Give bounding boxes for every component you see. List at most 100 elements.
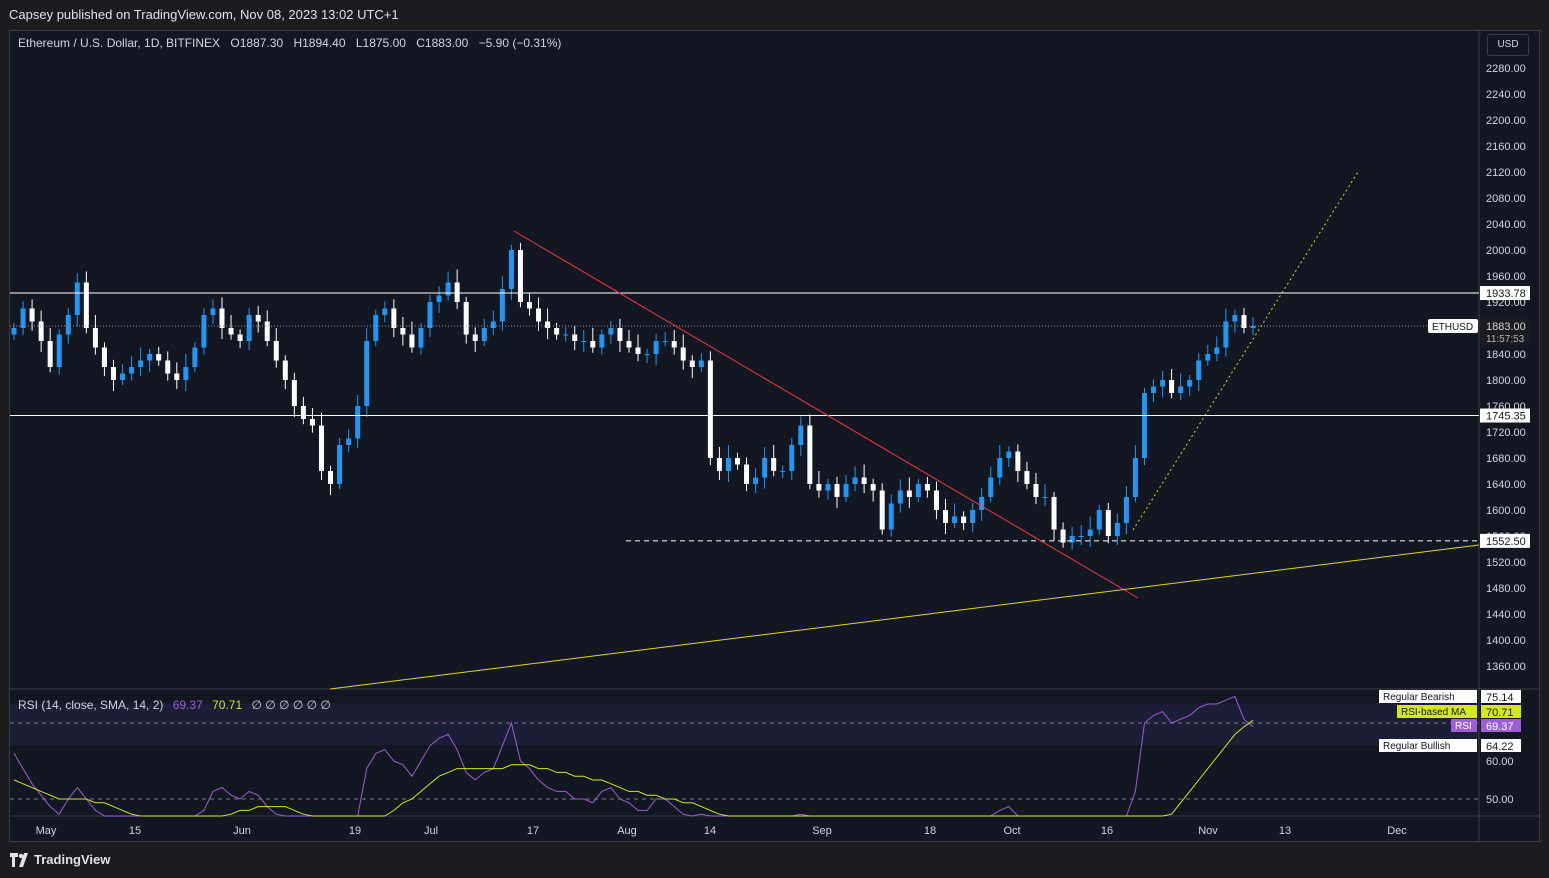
candle-body[interactable] bbox=[581, 341, 587, 342]
candle-body[interactable] bbox=[472, 334, 478, 342]
candle-body[interactable] bbox=[165, 360, 171, 374]
candle-body[interactable] bbox=[1178, 386, 1184, 394]
candle-body[interactable] bbox=[997, 458, 1003, 478]
candle-body[interactable] bbox=[1051, 497, 1057, 530]
candle-body[interactable] bbox=[1015, 451, 1021, 472]
candle-body[interactable] bbox=[120, 373, 126, 381]
candle-body[interactable] bbox=[653, 341, 659, 354]
candle-body[interactable] bbox=[716, 458, 722, 471]
candle-body[interactable] bbox=[210, 308, 216, 316]
candle-body[interactable] bbox=[418, 328, 424, 348]
candle-body[interactable] bbox=[861, 477, 867, 485]
candle-body[interactable] bbox=[1114, 523, 1120, 536]
candle-body[interactable] bbox=[110, 367, 116, 380]
candle-body[interactable] bbox=[11, 328, 17, 335]
rsi-title[interactable]: RSI (14, close, SMA, 14, 2) bbox=[18, 698, 164, 712]
tradingview-logo[interactable]: TradingView bbox=[10, 852, 110, 867]
candle-body[interactable] bbox=[29, 308, 35, 322]
candle-body[interactable] bbox=[147, 354, 153, 361]
candle-body[interactable] bbox=[192, 347, 198, 368]
candle-body[interactable] bbox=[282, 360, 288, 381]
candle-body[interactable] bbox=[174, 373, 180, 381]
candle-body[interactable] bbox=[897, 490, 903, 504]
rising-trend-line[interactable] bbox=[1132, 171, 1359, 531]
candle-body[interactable] bbox=[309, 419, 315, 426]
candle-body[interactable] bbox=[318, 425, 324, 472]
candle-body[interactable] bbox=[1078, 536, 1084, 537]
candle-body[interactable] bbox=[391, 308, 397, 329]
candle-body[interactable] bbox=[463, 302, 469, 335]
candle-body[interactable] bbox=[753, 477, 759, 485]
candle-body[interactable] bbox=[129, 367, 135, 374]
candle-body[interactable] bbox=[680, 347, 686, 361]
candle-body[interactable] bbox=[255, 315, 261, 322]
candle-body[interactable] bbox=[608, 328, 614, 335]
candle-body[interactable] bbox=[400, 328, 406, 335]
candle-body[interactable] bbox=[56, 334, 62, 368]
candle-body[interactable] bbox=[979, 497, 985, 510]
candle-body[interactable] bbox=[291, 380, 297, 406]
candle-body[interactable] bbox=[662, 341, 668, 342]
candle-body[interactable] bbox=[888, 503, 894, 530]
candle-body[interactable] bbox=[1169, 380, 1175, 393]
downtrend-line[interactable] bbox=[513, 230, 1139, 599]
candle-body[interactable] bbox=[1006, 451, 1012, 459]
candle-body[interactable] bbox=[689, 360, 695, 368]
candle-body[interactable] bbox=[427, 302, 433, 328]
candle-body[interactable] bbox=[517, 250, 523, 302]
candle-body[interactable] bbox=[1232, 315, 1238, 322]
candle-body[interactable] bbox=[1123, 497, 1129, 523]
candle-body[interactable] bbox=[780, 471, 786, 472]
candle-body[interactable] bbox=[1141, 393, 1147, 458]
candle-body[interactable] bbox=[563, 334, 569, 336]
candle-body[interactable] bbox=[328, 471, 334, 484]
candle-body[interactable] bbox=[952, 516, 958, 524]
candle-body[interactable] bbox=[364, 341, 370, 406]
candle-body[interactable] bbox=[1024, 471, 1030, 484]
candle-body[interactable] bbox=[373, 315, 379, 341]
candle-body[interactable] bbox=[825, 484, 831, 491]
candle-body[interactable] bbox=[508, 250, 514, 289]
candle-body[interactable] bbox=[1096, 510, 1102, 530]
candle-body[interactable] bbox=[1105, 510, 1111, 536]
candle-body[interactable] bbox=[1033, 484, 1039, 497]
candle-body[interactable] bbox=[698, 360, 704, 368]
candle-body[interactable] bbox=[789, 445, 795, 471]
candle-body[interactable] bbox=[156, 354, 162, 361]
candle-body[interactable] bbox=[1042, 497, 1048, 498]
candle-body[interactable] bbox=[47, 341, 53, 367]
long-term-support-line[interactable] bbox=[329, 544, 1480, 690]
candle-body[interactable] bbox=[915, 484, 921, 497]
candle-body[interactable] bbox=[499, 289, 505, 322]
candle-body[interactable] bbox=[644, 354, 650, 355]
candle-body[interactable] bbox=[1196, 360, 1202, 381]
candle-body[interactable] bbox=[1214, 347, 1220, 355]
candle-body[interactable] bbox=[599, 334, 605, 348]
candle-body[interactable] bbox=[409, 334, 415, 348]
candle-body[interactable] bbox=[20, 308, 26, 329]
candle-body[interactable] bbox=[725, 458, 731, 471]
candle-body[interactable] bbox=[933, 490, 939, 511]
candle-body[interactable] bbox=[617, 328, 623, 341]
symbol-name[interactable]: Ethereum / U.S. Dollar, 1D, BITFINEX bbox=[18, 36, 221, 50]
candle-body[interactable] bbox=[201, 315, 207, 348]
candle-body[interactable] bbox=[924, 484, 930, 491]
candle-body[interactable] bbox=[138, 360, 144, 368]
candle-body[interactable] bbox=[101, 347, 107, 368]
candle-body[interactable] bbox=[671, 341, 677, 348]
candle-body[interactable] bbox=[626, 341, 632, 348]
candle-body[interactable] bbox=[183, 367, 189, 380]
candle-body[interactable] bbox=[219, 308, 225, 329]
candle-body[interactable] bbox=[906, 490, 912, 498]
candle-body[interactable] bbox=[554, 328, 560, 335]
candle-body[interactable] bbox=[454, 282, 460, 303]
candle-body[interactable] bbox=[481, 328, 487, 341]
candle-body[interactable] bbox=[744, 464, 750, 485]
candle-body[interactable] bbox=[1132, 458, 1138, 497]
candle-body[interactable] bbox=[943, 510, 949, 523]
currency-button[interactable]: USD bbox=[1487, 34, 1529, 56]
candle-body[interactable] bbox=[1223, 321, 1229, 348]
candle-body[interactable] bbox=[237, 334, 243, 342]
candle-body[interactable] bbox=[38, 321, 44, 342]
candle-body[interactable] bbox=[988, 477, 994, 498]
